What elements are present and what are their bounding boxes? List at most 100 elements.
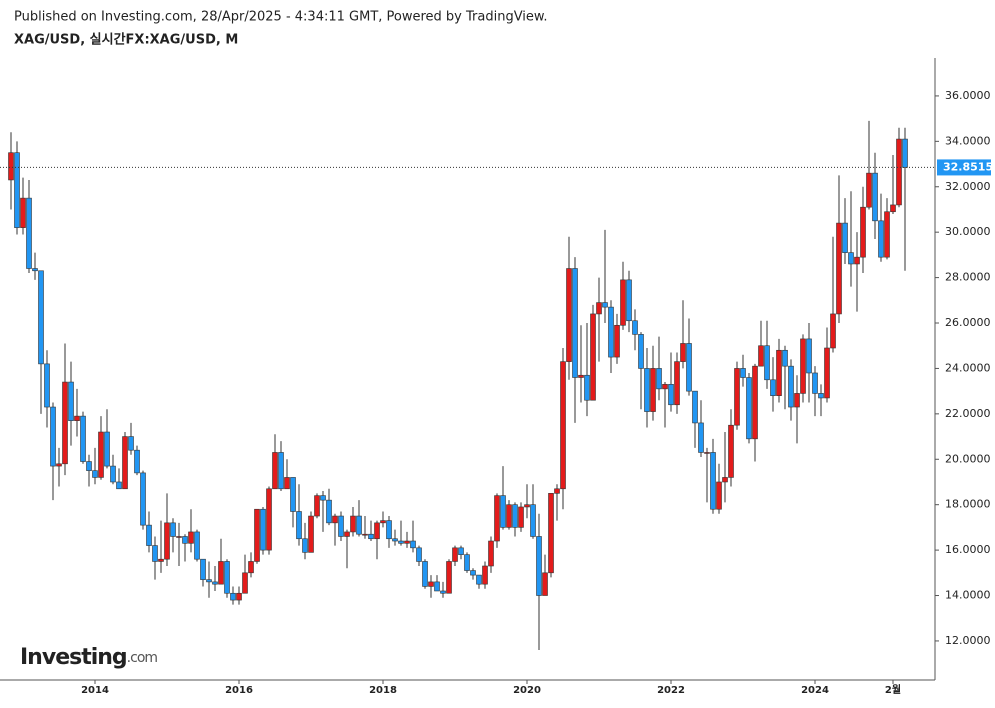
- candle-body: [386, 520, 392, 540]
- y-tick-label: 28.0000: [945, 271, 991, 284]
- publisher-note: Published on Investing.com, 28/Apr/2025 …: [14, 10, 547, 25]
- candle-body: [122, 436, 128, 490]
- x-tick-label: 2월: [885, 684, 901, 696]
- candle-body: [170, 522, 176, 537]
- candle-body: [740, 368, 746, 378]
- candle-body: [440, 590, 446, 594]
- candle-body: [428, 581, 434, 587]
- candle-body: [770, 379, 776, 396]
- candle-body: [434, 581, 440, 592]
- y-tick-label: 36.0000: [945, 89, 991, 102]
- candle-body: [566, 268, 572, 362]
- candle-body: [422, 561, 428, 587]
- x-tick-label: 2016: [225, 685, 253, 696]
- candle-body: [92, 470, 98, 478]
- candle-body: [194, 531, 200, 560]
- candle-body: [404, 540, 410, 544]
- candle-body: [860, 206, 866, 258]
- candle-body: [722, 477, 728, 483]
- y-tick-label: 34.0000: [945, 134, 991, 147]
- candle-body: [680, 343, 686, 362]
- candle-body: [380, 520, 386, 524]
- candle-body: [74, 415, 80, 421]
- candle-body: [782, 349, 788, 367]
- x-tick-label: 2020: [513, 685, 541, 696]
- candle-body: [866, 172, 872, 208]
- x-tick-label: 2022: [657, 685, 685, 696]
- candle-body: [656, 368, 662, 390]
- candle-body: [476, 574, 482, 585]
- candle-body: [818, 393, 824, 399]
- candle-body: [32, 268, 38, 272]
- candle-body: [326, 499, 332, 524]
- candle-body: [368, 533, 374, 540]
- candle-body: [284, 477, 290, 490]
- candle-body: [728, 424, 734, 478]
- candle-body: [488, 540, 494, 567]
- candle-body: [140, 472, 146, 526]
- candle-body: [590, 313, 596, 401]
- candle-body: [62, 381, 68, 465]
- candle-body: [338, 515, 344, 537]
- candle-body: [158, 558, 164, 562]
- candle-body: [812, 372, 818, 394]
- candle-body: [506, 504, 512, 528]
- candle-body: [302, 538, 308, 553]
- candle-body: [356, 515, 362, 535]
- candle-body: [788, 365, 794, 408]
- candle-body: [602, 302, 608, 308]
- candle-body: [320, 495, 326, 501]
- y-tick-label: 18.0000: [945, 498, 991, 511]
- candle-body: [560, 361, 566, 490]
- candle-body: [698, 422, 704, 453]
- candle-body: [674, 361, 680, 406]
- candle-body: [182, 536, 188, 544]
- candle-body: [668, 384, 674, 406]
- candle-body: [734, 368, 740, 426]
- candle-body: [644, 368, 650, 412]
- y-tick-label: 22.0000: [945, 407, 991, 420]
- candle-body: [86, 461, 92, 471]
- candle-body: [686, 343, 692, 392]
- candle-body: [884, 211, 890, 258]
- candle-body: [308, 515, 314, 553]
- candle-body: [620, 279, 626, 326]
- candle-body: [806, 338, 812, 374]
- candle-body: [896, 138, 902, 206]
- candle-body: [878, 220, 884, 258]
- y-tick-label: 30.0000: [945, 225, 991, 238]
- candle-body: [98, 431, 104, 478]
- candle-body: [392, 538, 398, 542]
- candle-body: [350, 515, 356, 533]
- candle-body: [290, 477, 296, 512]
- candle-body: [176, 536, 182, 538]
- last-price-box: [937, 159, 991, 176]
- candle-body: [314, 495, 320, 517]
- candle-body: [854, 256, 860, 265]
- y-tick-label: 12.0000: [945, 634, 991, 647]
- candle-body: [638, 334, 644, 369]
- candle-body: [152, 545, 158, 562]
- candle-body: [716, 481, 722, 510]
- candle-body: [692, 390, 698, 424]
- y-tick-label: 16.0000: [945, 543, 991, 556]
- candle-body: [56, 463, 62, 467]
- candle-body: [872, 172, 878, 222]
- candle-body: [332, 515, 338, 524]
- candle-body: [746, 377, 752, 440]
- candle-body: [20, 197, 26, 228]
- candle-body: [524, 504, 530, 508]
- candle-body: [200, 558, 206, 580]
- candle-body: [416, 547, 422, 562]
- candle-body: [26, 197, 32, 269]
- candle-body: [662, 384, 668, 390]
- candle-body: [8, 152, 14, 181]
- candle-body: [542, 572, 548, 596]
- candle-body: [254, 508, 260, 562]
- last-price-label: 32.8515: [943, 160, 993, 173]
- candle-body: [446, 561, 452, 594]
- candle-body: [518, 506, 524, 528]
- candle-body: [80, 415, 86, 462]
- candle-body: [830, 313, 836, 349]
- candle-body: [632, 320, 638, 335]
